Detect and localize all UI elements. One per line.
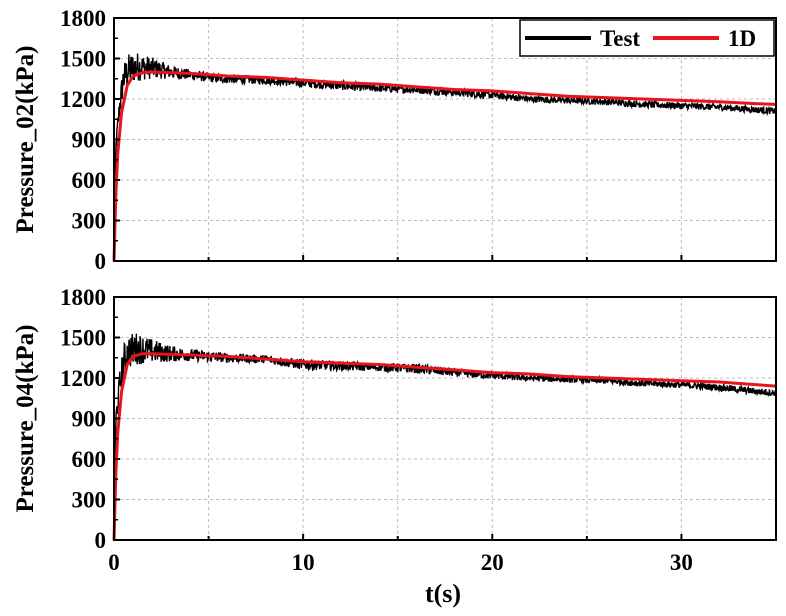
y-tick-label: 1800 — [60, 285, 106, 310]
y-axis-label: Pressure_04(kPa) — [12, 325, 39, 513]
y-tick-label: 600 — [72, 168, 107, 193]
x-tick-label: 30 — [670, 550, 693, 575]
x-tick-label: 0 — [108, 550, 120, 575]
panel-pressure-04: 0 300 600 900 1200 1500 1800 0 10 20 30 Pressure_04… — [12, 285, 777, 575]
series-line-test — [113, 333, 777, 541]
x-tick-label: 10 — [292, 550, 315, 575]
y-tick-label: 1500 — [60, 47, 106, 72]
legend-label-1d: 1D — [728, 26, 756, 51]
y-tick-label: 1200 — [60, 87, 106, 112]
y-tick-label: 300 — [72, 488, 107, 513]
y-tick-label: 600 — [72, 447, 107, 472]
y-tick-label: 300 — [72, 209, 107, 234]
y-tick-label: 900 — [72, 407, 107, 432]
legend: Test 1D — [519, 19, 775, 57]
y-axis-label: Pressure_02(kPa) — [12, 46, 39, 234]
series-line-1d — [112, 352, 777, 541]
y-tick-label: 0 — [95, 249, 107, 274]
series-line-test — [113, 53, 777, 262]
y-tick-label: 1800 — [60, 6, 106, 31]
x-axis-label: t(s) — [425, 579, 461, 608]
series-line-1d — [112, 70, 777, 262]
y-tick-label: 0 — [95, 528, 107, 553]
x-tick-label: 20 — [481, 550, 504, 575]
legend-label-test: Test — [600, 26, 640, 51]
y-tick-label: 1500 — [60, 326, 106, 351]
panel-pressure-02: 0 300 600 900 1200 1500 1800 Pressure_02(kPa) — [12, 6, 777, 274]
y-tick-label: 900 — [72, 128, 107, 153]
y-tick-label: 1200 — [60, 366, 106, 391]
